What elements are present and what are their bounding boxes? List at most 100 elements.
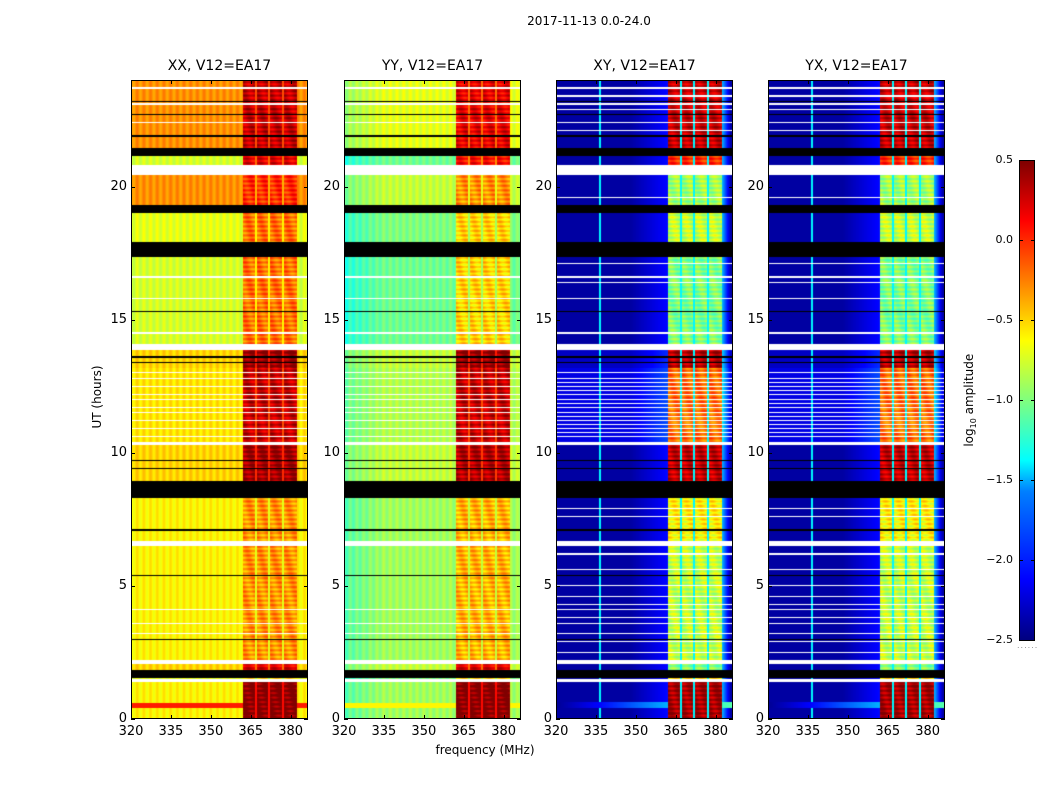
y-tick-label: 10: [110, 444, 127, 460]
y-tick-label: 0: [543, 711, 552, 726]
y-tick-mark: [131, 719, 135, 720]
y-tick-label: 20: [535, 178, 552, 194]
y-tick-label: 5: [543, 577, 552, 593]
x-tick-label: 320: [543, 724, 569, 739]
x-tick-mark: [847, 715, 849, 719]
colorbar-tick-mark: [1031, 560, 1035, 561]
y-tick-mark: [729, 719, 733, 720]
x-tick-mark: [768, 80, 769, 84]
x-tick-label: 380: [491, 724, 517, 739]
y-tick-mark: [941, 186, 945, 188]
heatmap-image: [557, 81, 732, 718]
x-tick-mark: [635, 715, 637, 719]
x-tick-mark: [807, 80, 809, 84]
x-tick-label: 335: [158, 724, 184, 739]
y-tick-mark: [729, 452, 733, 454]
x-tick-mark: [344, 80, 345, 84]
y-tick-label: 0: [331, 711, 340, 726]
colorbar-tick-mark: [1019, 240, 1023, 241]
colorbar-tick-label: 0.0: [995, 233, 1014, 246]
panel-yy: [344, 80, 521, 719]
x-tick-label: 320: [118, 724, 144, 739]
colorbar-tick-label: 0.5: [995, 153, 1014, 166]
y-tick-mark: [768, 186, 772, 188]
y-tick-label: 20: [323, 178, 340, 194]
y-tick-label: 15: [747, 311, 764, 327]
x-tick-label: 320: [755, 724, 781, 739]
y-tick-label: 5: [331, 577, 340, 593]
y-tick-mark: [344, 585, 348, 587]
x-tick-label: 350: [198, 724, 224, 739]
y-tick-label: 5: [118, 577, 127, 593]
y-tick-mark: [768, 452, 772, 454]
heatmap-image: [345, 81, 520, 718]
colorbar-tick-label: −2.5: [986, 633, 1013, 646]
colorbar-tick-mark: [1019, 160, 1023, 161]
colorbar-tick-label: −1.0: [986, 393, 1013, 406]
x-tick-mark: [556, 80, 557, 84]
y-tick-label: 20: [110, 178, 127, 194]
colorbar-label: log10 amplitude: [962, 335, 978, 465]
y-tick-label: 15: [535, 311, 552, 327]
y-tick-label: 15: [323, 311, 340, 327]
y-tick-mark: [768, 585, 772, 587]
x-tick-mark: [927, 80, 929, 84]
x-tick-mark: [675, 80, 677, 84]
y-tick-label: 20: [747, 178, 764, 194]
y-tick-label: 15: [110, 311, 127, 327]
colorbar-tick-mark: [1031, 640, 1035, 641]
x-tick-mark: [210, 715, 212, 719]
x-tick-label: 335: [583, 724, 609, 739]
x-tick-mark: [595, 80, 597, 84]
y-tick-mark: [517, 585, 521, 587]
x-tick-mark: [556, 715, 557, 719]
x-tick-label: 380: [703, 724, 729, 739]
colorbar-tick-label: −1.5: [986, 473, 1013, 486]
y-tick-label: 10: [535, 444, 552, 460]
x-tick-mark: [290, 715, 292, 719]
y-tick-mark: [131, 585, 135, 587]
y-tick-mark: [304, 186, 308, 188]
x-tick-mark: [768, 715, 769, 719]
colorbar-label-log: log: [961, 428, 976, 447]
y-tick-label: 0: [755, 711, 764, 726]
y-tick-mark: [556, 186, 560, 188]
x-tick-mark: [595, 715, 597, 719]
x-tick-mark: [887, 715, 889, 719]
x-tick-mark: [503, 80, 505, 84]
y-tick-mark: [556, 719, 560, 720]
colorbar-tick-mark: [1031, 480, 1035, 481]
y-tick-mark: [941, 585, 945, 587]
colorbar-tick-label: −2.0: [986, 553, 1013, 566]
x-tick-mark: [250, 80, 252, 84]
y-tick-mark: [729, 319, 733, 321]
y-tick-mark: [304, 585, 308, 587]
panel-title-xy: XY, V12=EA17: [593, 58, 696, 74]
y-tick-mark: [131, 319, 135, 321]
y-tick-label: 10: [747, 444, 764, 460]
y-tick-mark: [131, 452, 135, 454]
y-tick-mark: [941, 452, 945, 454]
x-tick-label: 350: [623, 724, 649, 739]
colorbar-tick-mark: [1019, 480, 1023, 481]
x-tick-mark: [170, 715, 172, 719]
colorbar-label-sub: 10: [969, 418, 979, 429]
y-tick-mark: [729, 585, 733, 587]
colorbar-tick-mark: [1019, 400, 1023, 401]
y-tick-mark: [517, 719, 521, 720]
x-tick-label: 335: [371, 724, 397, 739]
x-tick-mark: [131, 715, 132, 719]
panel-xy: [556, 80, 733, 719]
x-tick-mark: [503, 715, 505, 719]
colorbar-tick-mark: [1019, 640, 1023, 641]
colorbar-tick-mark: [1031, 160, 1035, 161]
panel-title-yx: YX, V12=EA17: [805, 58, 908, 74]
y-tick-mark: [517, 452, 521, 454]
x-tick-mark: [383, 80, 385, 84]
x-tick-mark: [635, 80, 637, 84]
heatmap-image: [769, 81, 944, 718]
panel-yx: [768, 80, 945, 719]
x-tick-mark: [715, 80, 717, 84]
panel-title-yy: YY, V12=EA17: [381, 58, 484, 74]
